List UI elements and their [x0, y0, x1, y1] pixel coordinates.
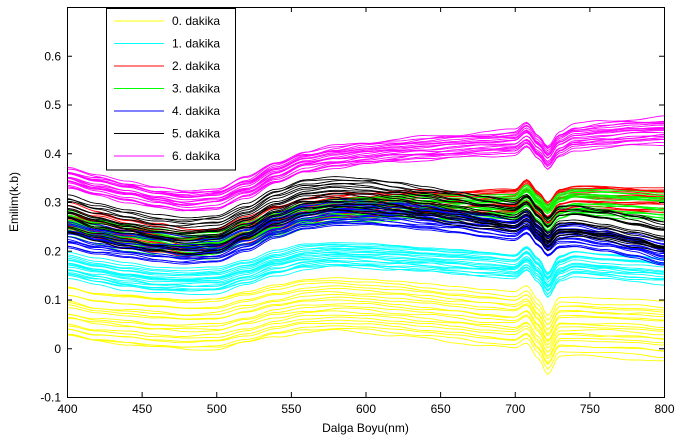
- spectrum-line: [67, 201, 664, 249]
- x-tick-label: 450: [132, 402, 152, 416]
- spectrum-line: [67, 291, 664, 331]
- y-tick-label: 0.5: [44, 98, 61, 112]
- legend-entry-label: 3. dakika: [172, 82, 220, 96]
- spectrum-line: [67, 248, 664, 280]
- legend-entry-label: 4. dakika: [172, 104, 220, 118]
- y-tick-label: 0.2: [44, 244, 61, 258]
- x-tick-label: 650: [431, 402, 451, 416]
- y-tick-label: 0.6: [44, 49, 61, 63]
- spectrum-line: [67, 205, 664, 250]
- spectrum-line: [67, 257, 664, 289]
- y-tick-label: 0.4: [44, 147, 61, 161]
- spectrum-line: [67, 314, 664, 353]
- y-axis-ticks: -0.1 0 0.1 0.2 0.3 0.4 0.5 0.6: [40, 49, 664, 405]
- x-tick-label: 550: [281, 402, 301, 416]
- spectrum-line: [67, 303, 664, 342]
- spectrum-line: [67, 245, 664, 276]
- spectrum-line: [67, 182, 664, 231]
- spectrum-line: [67, 265, 664, 298]
- spectrum-line: [67, 133, 664, 212]
- spectrum-line: [67, 293, 664, 335]
- spectrum-line: [67, 325, 664, 366]
- y-tick-label: -0.1: [40, 391, 61, 405]
- x-axis-ticks: 400 450 500 550 600 650 700 750 800: [57, 7, 675, 416]
- spectrum-line: [67, 176, 664, 223]
- legend-entry-label: 0. dakika: [172, 14, 220, 28]
- spectrum-line: [67, 299, 664, 343]
- spectrum-line: [67, 310, 664, 354]
- spectrum-line: [67, 242, 664, 274]
- spectrum-line: [67, 296, 664, 337]
- spectrum-line: [67, 328, 664, 370]
- spectrum-line: [67, 200, 664, 248]
- series-6-curves: [67, 115, 664, 212]
- spectrum-line: [67, 122, 664, 195]
- series-curves: [67, 115, 664, 376]
- x-tick-label: 500: [207, 402, 227, 416]
- spectrum-line: [67, 219, 664, 263]
- legend: 0. dakika 1. dakika 2. dakika 3. dakika 4. d…: [106, 8, 236, 171]
- spectrum-line: [67, 126, 664, 198]
- spectrum-line: [67, 206, 664, 251]
- x-tick-label: 750: [580, 402, 600, 416]
- spectrum-line: [67, 224, 664, 265]
- spectrum-line: [67, 319, 664, 360]
- legend-entry-label: 5. dakika: [172, 127, 220, 141]
- legend-entry-label: 6. dakika: [172, 149, 220, 163]
- spectrum-line: [67, 305, 664, 346]
- spectrum-line: [67, 115, 664, 193]
- x-tick-label: 600: [356, 402, 376, 416]
- spectrum-line: [67, 264, 664, 299]
- y-tick-label: 0: [54, 342, 61, 356]
- spectrum-line: [67, 179, 664, 223]
- legend-entry-label: 2. dakika: [172, 59, 220, 73]
- spectrum-line: [67, 287, 664, 331]
- spectrum-line: [67, 277, 664, 317]
- spectrum-line: [67, 132, 664, 203]
- series-1-curves: [67, 242, 664, 299]
- spectrum-line: [67, 129, 664, 199]
- x-tick-label: 700: [505, 402, 525, 416]
- spectrum-line: [67, 259, 664, 292]
- spectrum-line: [67, 282, 664, 326]
- spectrum-line: [67, 316, 664, 358]
- series-0-curves: [67, 277, 664, 376]
- y-tick-label: 0.1: [44, 293, 61, 307]
- x-tick-label: 800: [654, 402, 674, 416]
- spectrum-line: [67, 322, 664, 364]
- spectrum-line: [67, 251, 664, 281]
- x-tick-label: 400: [57, 402, 77, 416]
- spectrum-line: [67, 190, 664, 237]
- spectrum-line: [67, 307, 664, 349]
- spectrum-line: [67, 134, 664, 205]
- spectrum-line: [67, 255, 664, 289]
- legend-box: [106, 8, 236, 171]
- spectrum-line: [67, 209, 664, 256]
- x-axis-title: Dalga Boyu(nm): [322, 421, 409, 435]
- spectrum-line: [67, 254, 664, 287]
- spectrum-line: [67, 182, 664, 227]
- legend-entry-label: 1. dakika: [172, 37, 220, 51]
- series-5-curves: [67, 176, 664, 256]
- spectrum-line: [67, 280, 664, 321]
- y-tick-label: 0.3: [44, 196, 61, 210]
- y-axis-title: Emilim(k.b): [7, 172, 21, 232]
- spectrum-line: [67, 130, 664, 206]
